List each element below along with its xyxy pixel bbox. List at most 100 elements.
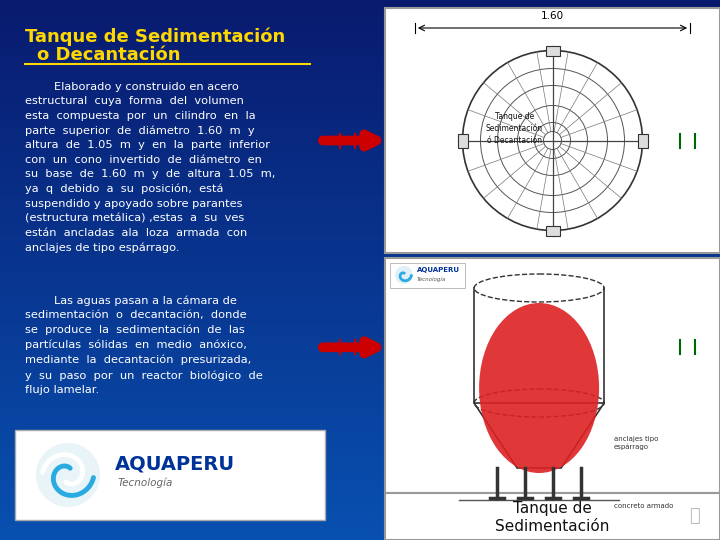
Bar xyxy=(0,50,720,51)
Bar xyxy=(0,314,720,315)
Bar xyxy=(0,156,720,157)
Bar xyxy=(0,98,720,99)
Bar xyxy=(0,349,720,350)
Bar xyxy=(0,141,720,142)
Bar xyxy=(0,17,720,18)
Bar xyxy=(0,144,720,145)
Bar xyxy=(0,366,720,367)
Bar xyxy=(0,526,720,527)
Bar xyxy=(0,51,720,52)
Bar xyxy=(0,89,720,90)
Bar xyxy=(0,119,720,120)
Bar xyxy=(0,279,720,280)
Bar xyxy=(0,43,720,44)
Bar xyxy=(0,337,720,338)
Bar xyxy=(0,237,720,238)
Bar xyxy=(0,189,720,190)
Bar xyxy=(0,15,720,16)
Bar xyxy=(0,258,720,259)
Bar xyxy=(0,471,720,472)
Bar xyxy=(0,140,720,141)
Bar xyxy=(0,178,720,179)
Bar xyxy=(0,518,720,519)
Bar xyxy=(0,374,720,375)
Bar xyxy=(0,200,720,201)
Bar xyxy=(0,460,720,461)
Bar xyxy=(0,82,720,83)
Bar xyxy=(0,265,720,266)
Bar xyxy=(0,423,720,424)
Bar xyxy=(0,296,720,297)
Bar xyxy=(0,247,720,248)
Bar xyxy=(0,44,720,45)
Bar xyxy=(0,421,720,422)
Bar xyxy=(0,303,720,304)
Bar xyxy=(0,8,720,9)
Bar xyxy=(0,271,720,272)
Bar xyxy=(0,480,720,481)
Bar xyxy=(0,101,720,102)
Bar xyxy=(0,149,720,150)
Bar xyxy=(0,320,720,321)
Bar xyxy=(0,431,720,432)
Bar xyxy=(0,359,720,360)
Bar xyxy=(0,108,720,109)
Bar xyxy=(0,487,720,488)
Bar xyxy=(0,10,720,11)
Bar xyxy=(0,429,720,430)
Bar xyxy=(0,198,720,199)
FancyBboxPatch shape xyxy=(385,493,720,540)
Bar xyxy=(0,37,720,38)
Bar xyxy=(0,448,720,449)
Bar xyxy=(0,69,720,70)
Bar xyxy=(0,235,720,236)
Bar xyxy=(0,72,720,73)
Bar xyxy=(0,45,720,46)
Bar xyxy=(0,199,720,200)
Text: anclajes tipo
espárrago: anclajes tipo espárrago xyxy=(614,436,659,450)
Bar xyxy=(0,93,720,94)
Bar xyxy=(0,437,720,438)
Bar xyxy=(0,389,720,390)
Bar xyxy=(0,267,720,268)
Bar xyxy=(0,300,720,301)
Bar xyxy=(0,457,720,458)
Bar xyxy=(0,305,720,306)
Bar xyxy=(0,348,720,349)
Bar xyxy=(0,118,720,119)
Bar xyxy=(0,402,720,403)
Bar xyxy=(0,297,720,298)
Bar xyxy=(0,2,720,3)
FancyBboxPatch shape xyxy=(457,133,467,147)
Bar xyxy=(0,313,720,314)
Bar xyxy=(0,391,720,392)
Bar xyxy=(0,324,720,325)
Bar xyxy=(0,443,720,444)
Bar xyxy=(0,310,720,311)
Bar xyxy=(0,474,720,475)
Bar xyxy=(0,120,720,121)
Bar xyxy=(0,96,720,97)
Bar xyxy=(0,350,720,351)
Bar xyxy=(0,33,720,34)
Bar xyxy=(0,390,720,391)
Bar xyxy=(0,25,720,26)
Bar xyxy=(0,13,720,14)
Bar xyxy=(0,32,720,33)
Bar xyxy=(0,260,720,261)
Bar xyxy=(0,64,720,65)
Bar xyxy=(0,325,720,326)
Bar xyxy=(0,31,720,32)
Bar xyxy=(0,331,720,332)
FancyBboxPatch shape xyxy=(546,45,559,56)
Bar xyxy=(0,139,720,140)
Bar xyxy=(0,142,720,143)
Bar xyxy=(0,191,720,192)
Bar xyxy=(0,456,720,457)
Bar xyxy=(0,523,720,524)
Bar xyxy=(0,208,720,209)
Bar xyxy=(0,272,720,273)
Bar xyxy=(0,158,720,159)
Bar xyxy=(0,233,720,234)
Bar xyxy=(0,252,720,253)
